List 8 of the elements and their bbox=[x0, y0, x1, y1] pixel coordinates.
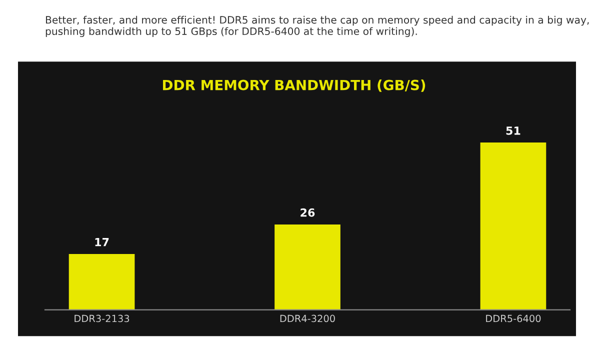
x-tick-label: DDR4-3200 bbox=[280, 314, 335, 322]
x-tick-label: DDR5-6400 bbox=[486, 314, 541, 322]
data-label: 17 bbox=[95, 238, 109, 246]
chart-title: DDR MEMORY BANDWIDTH (GB/S) bbox=[163, 80, 426, 92]
x-tick-label: DDR3-2133 bbox=[74, 314, 130, 322]
data-label: 51 bbox=[506, 126, 520, 135]
data-label: 26 bbox=[300, 208, 315, 217]
text: Better, faster, and more efficient! DDR5 aims to raise the cap on memory speed and capacity in a big way, pushing bandwidth up to 51 GBps (for DDR5-6400 at the time of writing). bbox=[46, 16, 589, 38]
